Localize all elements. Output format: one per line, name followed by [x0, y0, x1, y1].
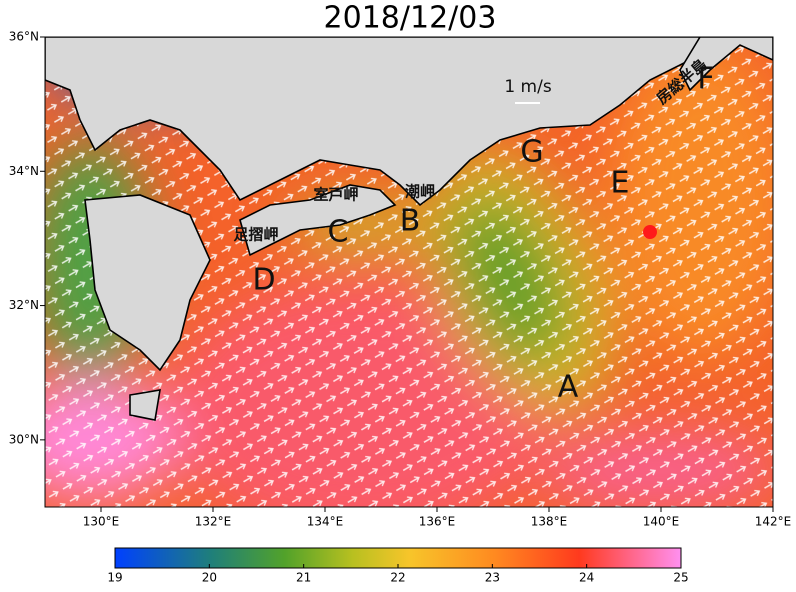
x-tick-label: 134°E	[307, 515, 344, 529]
x-tick-label: 140°E	[643, 515, 680, 529]
point-label: D	[252, 263, 275, 298]
point-label: B	[400, 204, 421, 239]
colorbar-tick-label: 22	[390, 571, 405, 585]
y-tick-label: 36°N	[9, 30, 39, 44]
x-tick-label: 136°E	[419, 515, 456, 529]
marker	[643, 225, 657, 239]
scale-label: 1 m/s	[504, 77, 552, 97]
x-tick-label: 138°E	[531, 515, 568, 529]
place-label: 足摺岬	[233, 226, 278, 244]
colorbar-tick-label: 19	[107, 571, 122, 585]
x-tick-label: 132°E	[195, 515, 232, 529]
place-label: 潮岬	[405, 183, 435, 201]
colorbar-tick-label: 23	[485, 571, 500, 585]
y-tick-label: 34°N	[9, 164, 39, 178]
point-label: A	[558, 370, 579, 405]
colorbar-tick-label: 25	[673, 571, 688, 585]
x-tick-label: 130°E	[83, 515, 120, 529]
title: 2018/12/03	[324, 1, 497, 36]
sst-field	[45, 37, 773, 507]
x-tick-label: 142°E	[755, 515, 792, 529]
y-tick-label: 32°N	[9, 298, 39, 312]
y-tick-label: 30°N	[9, 432, 39, 446]
point-label: F	[697, 62, 714, 97]
colorbar-tick-label: 24	[579, 571, 594, 585]
land	[45, 37, 773, 421]
point-label: G	[520, 135, 543, 170]
point-label: E	[611, 166, 630, 201]
colorbar-tick-label: 21	[296, 571, 311, 585]
colorbar-tick-label: 20	[202, 571, 217, 585]
place-label: 室戸岬	[313, 186, 358, 204]
point-label: C	[328, 215, 349, 250]
frame	[44, 36, 774, 508]
